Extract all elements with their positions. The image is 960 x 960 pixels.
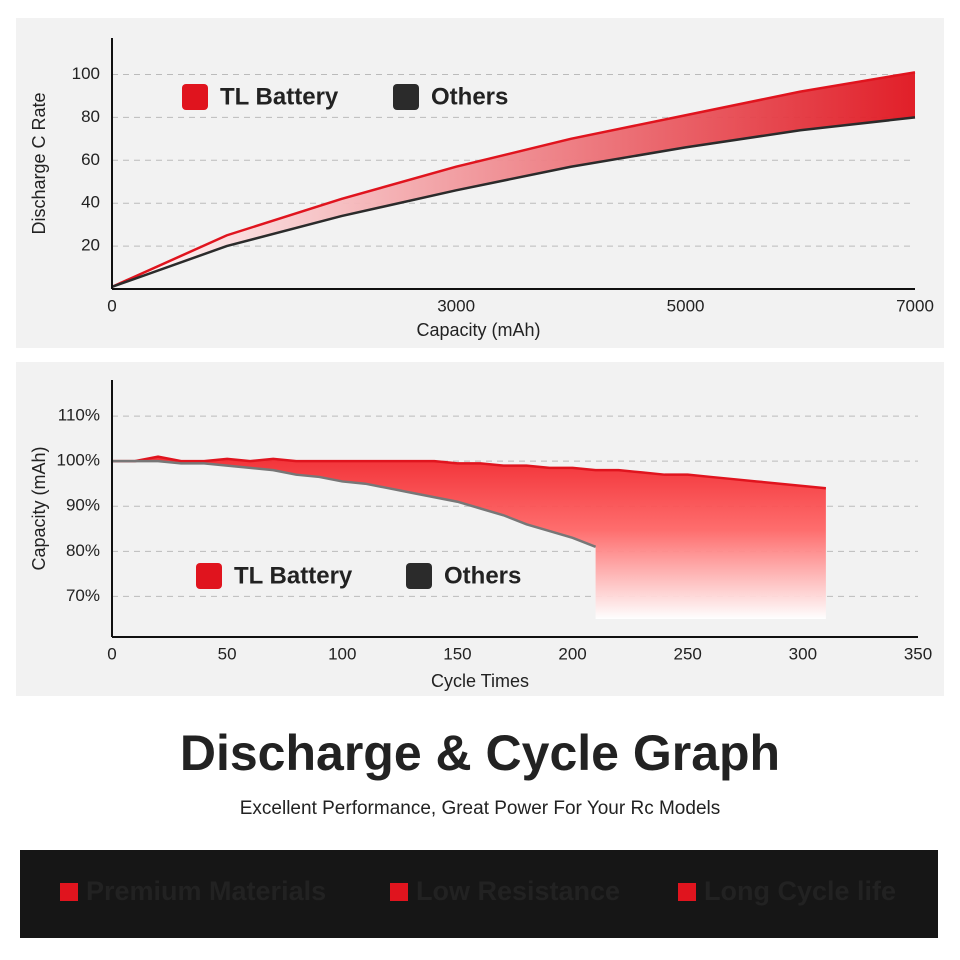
x-tick-label: 0 [107, 296, 116, 315]
y-tick-label: 80% [66, 541, 100, 560]
y-axis-title: Discharge C Rate [29, 92, 49, 234]
feature-bullet [60, 883, 78, 901]
legend-swatch [406, 563, 432, 589]
legend-label: TL Battery [234, 562, 353, 589]
x-tick-label: 350 [904, 644, 932, 663]
subtitle: Excellent Performance, Great Power For Y… [240, 798, 720, 819]
series-line [111, 116, 916, 289]
x-tick-label: 150 [443, 644, 471, 663]
area-fill [112, 72, 915, 287]
feature-label: Long Cycle life [704, 876, 896, 906]
x-tick-label: 7000 [896, 296, 934, 315]
feature-label: Low Resistance [416, 876, 620, 906]
legend-swatch [393, 84, 419, 110]
x-tick-label: 50 [218, 644, 237, 663]
y-tick-label: 100 [72, 64, 100, 83]
feature-bullet [678, 883, 696, 901]
y-tick-label: 80 [81, 107, 100, 126]
area-fill [112, 456, 826, 619]
x-tick-label: 250 [674, 644, 702, 663]
x-tick-label: 100 [328, 644, 356, 663]
legend-swatch [196, 563, 222, 589]
x-axis-title: Capacity (mAh) [416, 320, 540, 340]
x-tick-label: 3000 [437, 296, 475, 315]
y-axis-title: Capacity (mAh) [29, 446, 49, 570]
legend-label: Others [444, 562, 521, 589]
x-tick-label: 0 [107, 644, 116, 663]
y-tick-label: 90% [66, 496, 100, 515]
feature-bullet [390, 883, 408, 901]
y-tick-label: 20 [81, 236, 100, 255]
x-tick-label: 5000 [667, 296, 705, 315]
title: Discharge & Cycle Graph [180, 725, 780, 781]
x-tick-label: 300 [789, 644, 817, 663]
y-tick-label: 110% [58, 406, 100, 425]
x-axis-title: Cycle Times [431, 671, 529, 691]
series-line [111, 71, 916, 288]
feature-label: Premium Materials [86, 876, 326, 906]
y-tick-label: 100% [57, 451, 100, 470]
series-line [112, 459, 597, 548]
legend-label: TL Battery [220, 83, 339, 110]
legend-swatch [182, 84, 208, 110]
legend-label: Others [431, 83, 508, 110]
series-line [112, 455, 827, 490]
feature-bar [20, 850, 938, 938]
y-tick-label: 70% [66, 586, 100, 605]
y-tick-label: 40 [81, 193, 100, 212]
x-tick-label: 200 [558, 644, 586, 663]
y-tick-label: 60 [81, 150, 100, 169]
